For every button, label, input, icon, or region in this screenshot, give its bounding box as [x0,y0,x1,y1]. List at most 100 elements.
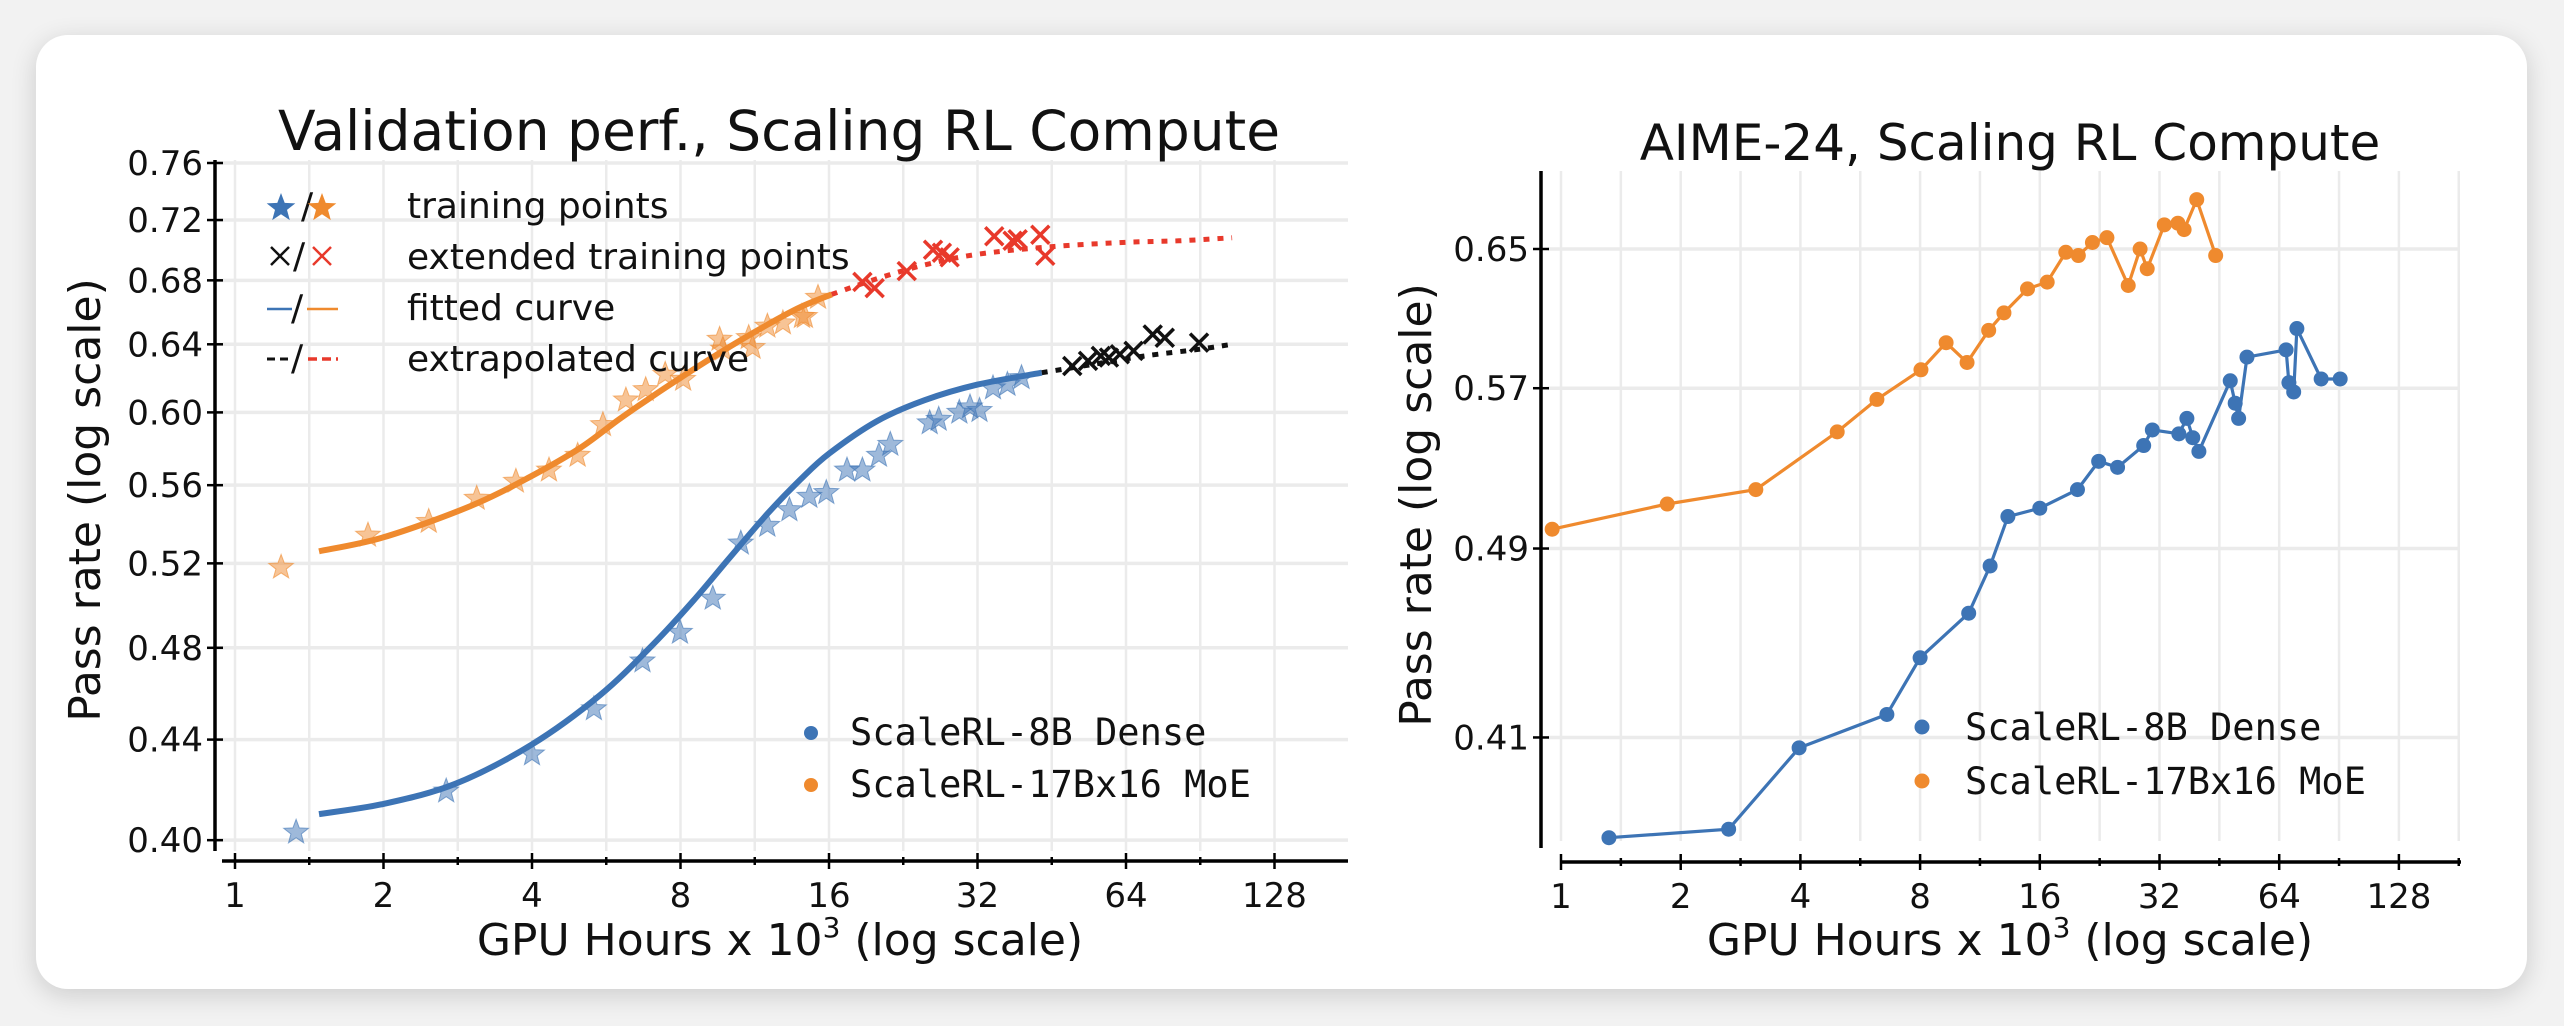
left-x-tick-label: 16 [807,876,850,916]
left-y-tick-label: 0.64 [127,325,203,365]
left-y-tick-label: 0.68 [127,261,203,301]
left-y-tick-label: 0.52 [127,544,203,584]
orange-dot-icon [804,778,818,792]
left-x-tick-label: 32 [956,876,999,916]
right-x-tick-label: 64 [2258,877,2301,917]
training-point-dense [795,482,824,509]
data-point-dense [1721,821,1737,837]
extended-point-moe [1007,229,1028,250]
left-x-tick-label: 1 [224,876,246,916]
extended-point-stroke [1123,340,1144,362]
legend-label-extrapolated-curve: extrapolated curve [407,339,749,380]
data-point-moe [1996,305,2012,321]
data-point-moe [2189,192,2205,208]
left-x-axis-title-main: GPU Hours x 10 [477,915,823,966]
right-marks [1544,192,2348,846]
extended-point-stroke [1154,327,1176,348]
data-point-moe [2176,222,2192,238]
extrapolated-curve-moe [830,235,1233,297]
data-point-moe [2070,248,2086,264]
series-line-dense [1608,327,2341,840]
training-point-dense [924,404,953,432]
extended-point-stroke [983,226,1005,247]
extended-point-dense [1188,332,1210,353]
fitted-curve-moe [318,291,833,555]
right-y-tick-label: 0.57 [1453,369,1529,409]
data-point-dense [1982,558,1998,574]
left-legend-moe: ScaleRL-17Bx16 MoE [850,763,1251,806]
data-point-moe [2208,248,2224,264]
right-x-ticks: 1 2 4 8 16 32 64 128 [1550,854,2460,917]
data-point-dense [2136,438,2152,454]
data-point-dense [2286,384,2302,400]
data-point-moe [1981,322,1997,338]
data-point-dense [2313,371,2329,387]
data-point-moe [1959,354,1975,370]
legend-entry-extended-points: / extended training points [270,236,850,278]
data-point-dense [1879,706,1895,722]
data-point-moe [1544,521,1560,537]
data-point-moe [1659,496,1675,512]
data-point-moe [2156,217,2172,233]
left-y-tick-label: 0.60 [127,393,203,433]
extended-point-stroke [922,239,944,260]
data-point-dense [2239,349,2255,365]
training-point-dense [965,396,994,423]
data-point-moe [2019,281,2035,297]
data-point-dense [2332,371,2348,387]
data-point-dense [1791,740,1807,756]
data-point-moe [2039,274,2055,290]
extended-point-moe [983,226,1005,247]
legend-sep: / [291,338,304,379]
right-x-tick-label: 16 [2018,877,2061,917]
extended-point-moe [864,277,885,299]
orange-dot-icon [1914,773,1930,789]
extended-point-dense [1077,350,1099,372]
left-y-tick-label: 0.40 [127,821,203,861]
training-point-dense [876,430,905,457]
right-legend-moe: ScaleRL-17Bx16 MoE [1965,760,2366,803]
data-point-dense [2171,426,2187,442]
extended-point-stroke [1077,350,1099,372]
extended-point-dense [1123,340,1144,362]
right-x-tick-label: 1 [1550,877,1572,917]
training-point-dense [775,495,804,522]
training-point-dense [699,583,727,611]
data-point-moe [2120,277,2136,293]
legend-label-fitted-curve: fitted curve [407,288,615,329]
extended-point-stroke [864,277,885,299]
left-x-axis-title-suffix: (log scale) [840,915,1083,966]
right-x-tick-label: 32 [2138,877,2181,917]
data-point-dense [1601,830,1617,846]
blue-dot-icon [804,726,818,740]
data-point-moe [1748,482,1764,498]
data-point-dense [2069,482,2085,498]
data-point-dense [2185,430,2201,446]
left-marker-legend: / training points / extended training po… [266,186,850,380]
extended-point-stroke [1142,324,1163,345]
extended-point-dense [1142,324,1163,345]
right-grid [1548,171,2460,841]
extended-point-moe [1035,245,1056,267]
extended-point-moe [1002,230,1023,251]
data-point-moe [2139,261,2155,277]
left-x-ticks: 1 2 4 8 16 32 64 128 [224,853,1307,916]
right-x-axis-title-main: GPU Hours x 10 [1707,915,2053,966]
left-y-axis-title: Pass rate (log scale) [60,278,111,721]
left-x-tick-label: 8 [670,876,692,916]
data-point-moe [2058,244,2074,260]
training-point-moe [612,385,640,412]
training-point-moe [563,441,592,468]
data-point-dense [2144,422,2160,438]
extrapolated-curve-dense [1041,341,1233,376]
left-y-tick-label: 0.56 [127,466,203,506]
legend-entry-extrapolated-curve: / extrapolated curve [267,338,749,380]
left-x-tick-label: 2 [373,876,395,916]
fitted-curve-dense [318,369,1043,818]
right-series-legend: ScaleRL-8B Dense ScaleRL-17Bx16 MoE [1914,706,2366,803]
left-y-ticks: 0.40 0.44 0.48 0.52 0.56 0.60 0.64 0.68 0.72 0.76 [127,144,223,861]
legend-label-extended-points: extended training points [407,237,850,278]
blue-star-icon [266,193,296,221]
extended-point-stroke [1188,332,1210,353]
extended-point-stroke [1035,245,1056,267]
